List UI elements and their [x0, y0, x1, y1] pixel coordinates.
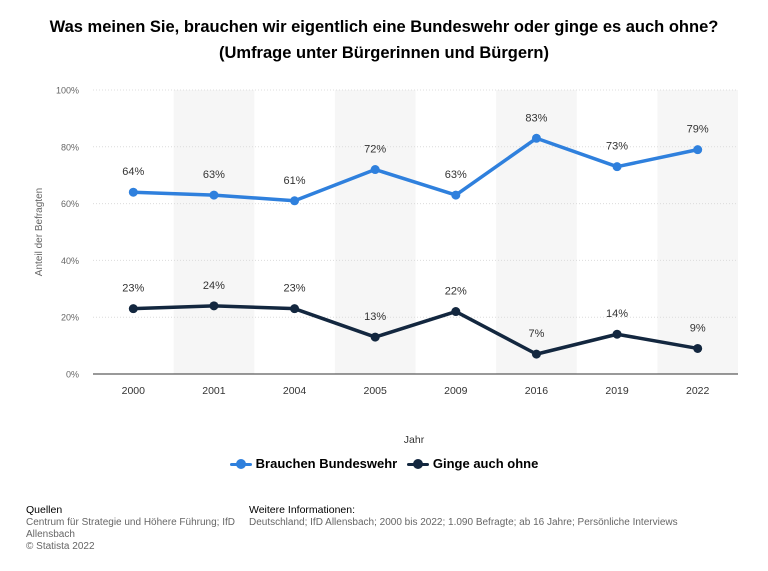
data-label: 79% — [687, 124, 709, 136]
data-point — [209, 190, 219, 200]
y-tick-label: 40% — [61, 256, 79, 266]
y-axis: 0% 20% 40% 60% 80% 100% — [56, 86, 79, 380]
x-axis: 2000 2001 2004 2005 2009 2016 2019 2022 — [122, 385, 710, 397]
y-tick-label: 20% — [61, 313, 79, 323]
info-heading: Weitere Informationen: — [249, 504, 356, 516]
legend: Brauchen Bundeswehr Ginge auch ohne — [0, 456, 768, 472]
y-tick-label: 80% — [61, 142, 79, 152]
legend-label-ginge: Ginge auch ohne — [432, 456, 539, 471]
y-tick-label: 60% — [61, 199, 79, 209]
series-group: 64% 63% 61% 72% 63% 83% 73% 79% 23% 24% 23% 13% 22% 7… — [122, 112, 709, 359]
data-label: 9% — [690, 322, 706, 334]
series-line — [131, 136, 700, 203]
data-point — [612, 329, 622, 339]
sources-heading: Quellen — [26, 504, 63, 516]
data-label: 23% — [122, 283, 144, 295]
data-label: 83% — [525, 112, 547, 124]
x-tick-label: 2004 — [283, 385, 307, 397]
data-point — [693, 343, 703, 353]
data-label: 7% — [528, 328, 544, 340]
y-axis-label: Anteil der Befragten — [34, 188, 45, 276]
data-point — [209, 301, 219, 311]
x-tick-label: 2005 — [364, 385, 388, 397]
sources-line-1: Centrum für Strategie und Höhere Führung… — [26, 517, 235, 528]
gridlines — [93, 89, 738, 375]
data-label: 24% — [203, 280, 225, 292]
data-label: 72% — [364, 144, 386, 156]
info-text: Deutschland; IfD Allensbach; 2000 bis 20… — [249, 517, 678, 528]
plot-band — [173, 90, 255, 374]
data-label: 14% — [606, 308, 628, 320]
data-point — [370, 332, 380, 342]
data-point — [290, 196, 300, 206]
legend-swatch-ginge — [406, 458, 429, 469]
data-point — [128, 304, 138, 314]
data-label: 63% — [445, 169, 467, 181]
x-axis-label: Jahr — [404, 434, 425, 446]
data-label: 73% — [606, 141, 628, 153]
y-tick-label: 0% — [66, 370, 79, 380]
sources-line-2: Allensbach — [26, 529, 75, 540]
data-point — [531, 133, 541, 143]
data-label: 64% — [122, 166, 144, 178]
info-block: Weitere Informationen: Deutschland; IfD … — [249, 504, 749, 529]
copyright: © Statista 2022 — [26, 541, 95, 552]
legend-label-brauchen: Brauchen Bundeswehr — [255, 456, 398, 471]
data-point — [451, 190, 461, 200]
data-label: 22% — [445, 286, 467, 298]
chart-title-line-1: Was meinen Sie, brauchen wir eigentlich … — [49, 18, 719, 36]
x-tick-label: 2022 — [686, 385, 710, 397]
legend-item-ginge-auch-ohne[interactable]: Ginge auch ohne — [406, 456, 539, 471]
data-label: 13% — [364, 311, 386, 323]
x-tick-label: 2019 — [605, 385, 629, 397]
x-tick-label: 2016 — [525, 385, 549, 397]
chart-title: Was meinen Sie, brauchen wir eigentlich … — [0, 14, 768, 66]
x-tick-label: 2009 — [444, 385, 468, 397]
series-1: 23% 24% 23% 13% 22% 7% 14% 9% — [122, 280, 706, 359]
series-0: 64% 63% 61% 72% 63% 83% 73% 79% — [122, 112, 709, 206]
data-point — [693, 145, 703, 155]
data-point — [128, 187, 138, 197]
plot-band — [334, 90, 416, 374]
legend-item-brauchen-bundeswehr[interactable]: Brauchen Bundeswehr — [229, 456, 398, 471]
chart-title-line-2: (Umfrage unter Bürgerinnen und Bürgern) — [218, 44, 549, 62]
data-point — [612, 162, 622, 172]
data-point — [451, 307, 461, 317]
plot-band — [657, 90, 738, 374]
series-line — [131, 304, 700, 356]
data-label: 63% — [203, 169, 225, 181]
plot-bands — [173, 90, 738, 374]
data-label: 23% — [284, 283, 306, 295]
data-label: 61% — [284, 175, 306, 187]
data-point — [290, 304, 300, 314]
legend-swatch-brauchen — [229, 458, 252, 469]
data-point — [531, 349, 541, 359]
data-point — [370, 165, 380, 175]
x-tick-label: 2000 — [122, 385, 146, 397]
y-tick-label: 100% — [56, 86, 79, 96]
sources-block: Quellen Centrum für Strategie und Höhere… — [26, 504, 236, 553]
x-tick-label: 2001 — [202, 385, 226, 397]
